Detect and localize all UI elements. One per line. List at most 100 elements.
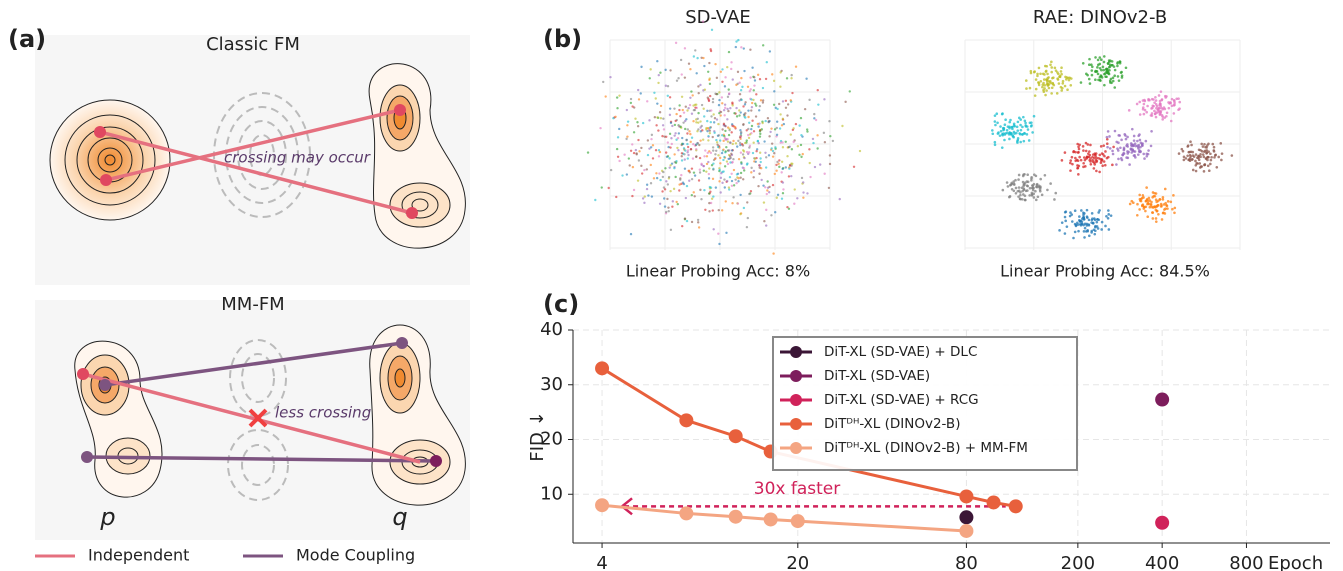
cloud-dot — [718, 98, 721, 102]
cloud-dot — [720, 96, 724, 99]
cloud-dot — [784, 166, 788, 169]
cloud-dot — [748, 146, 751, 149]
cloud-dot — [697, 179, 701, 182]
cloud-dot — [1074, 156, 1077, 160]
cloud-dot — [1026, 180, 1030, 184]
cloud-dot — [1047, 76, 1050, 79]
cloud-dot — [704, 149, 707, 152]
cloud-dot — [1177, 152, 1181, 155]
cloud-dot — [741, 85, 744, 89]
cloud-dot — [1043, 173, 1047, 177]
cloud-dot — [1032, 192, 1036, 196]
cloud-dot — [1023, 194, 1027, 198]
cloud-dot — [1100, 152, 1104, 155]
cloud-dot — [1111, 79, 1115, 83]
cloud-dot — [776, 107, 779, 111]
cloud-dot — [828, 120, 831, 123]
cloud-dot — [1100, 228, 1103, 231]
cloud-dot — [1056, 77, 1059, 80]
cloud-dot — [778, 165, 781, 169]
cloud-dot — [773, 128, 777, 131]
cloud-dot — [629, 97, 633, 101]
cloud-dot — [729, 161, 732, 164]
cloud-dot — [1031, 186, 1035, 190]
cloud-dot — [1033, 70, 1036, 73]
cloud-dot — [1063, 151, 1067, 154]
cloud-dot — [1097, 157, 1100, 160]
cloud-dot — [759, 160, 762, 164]
cloud-dot — [739, 151, 743, 154]
cloud-dot — [1021, 125, 1024, 129]
cloud-dot — [1068, 161, 1072, 165]
cloud-dot — [1087, 218, 1091, 222]
cloud-dot — [750, 101, 754, 105]
cloud-dot — [625, 137, 628, 141]
cloud-dot — [732, 158, 735, 161]
cloud-dot — [643, 195, 646, 198]
cloud-dot — [1130, 127, 1134, 131]
cloud-dot — [1202, 170, 1206, 173]
cloud-dot — [1019, 191, 1022, 194]
cloud-dot — [723, 165, 727, 168]
cloud-dot — [697, 85, 700, 88]
cloud-dot — [1077, 173, 1080, 176]
cloud-dot — [1103, 154, 1106, 158]
cloud-dot — [1042, 78, 1046, 81]
cloud-dot — [787, 175, 791, 178]
cloud-dot — [637, 98, 641, 101]
cloud-dot — [626, 135, 629, 138]
cloud-dot — [1105, 156, 1109, 160]
cloud-dot — [1180, 147, 1184, 151]
cloud-dot — [671, 205, 674, 208]
cloud-dot — [1155, 106, 1158, 110]
cloud-dot — [1007, 195, 1011, 199]
cloud-dot — [1213, 154, 1217, 157]
cloud-dot — [712, 162, 715, 165]
cloud-dot — [1142, 102, 1146, 106]
cloud-dot — [1150, 200, 1153, 204]
cloud-dot — [767, 154, 771, 157]
cloud-dot — [726, 65, 729, 69]
cloud-dot — [1030, 176, 1033, 179]
cloud-dot — [796, 197, 799, 200]
legend-label: DiTᴰᴴ-XL (DINOv2-B) — [824, 416, 960, 432]
cloud-dot — [1026, 189, 1029, 192]
cloud-dot — [696, 56, 699, 60]
cloud-dot — [1078, 215, 1081, 218]
cloud-dot — [708, 210, 711, 213]
cloud-dot — [744, 141, 747, 145]
cloud-dot — [669, 121, 673, 125]
cloud-dot — [1209, 162, 1212, 166]
cloud-dot — [1023, 119, 1027, 123]
cloud-dot — [1138, 113, 1142, 116]
cloud-dot — [735, 83, 738, 87]
point — [679, 506, 694, 521]
cloud-dot — [734, 178, 737, 181]
point — [595, 498, 610, 513]
cloud-dot — [650, 137, 653, 141]
cloud-dot — [1104, 150, 1107, 153]
cloud-dot — [726, 140, 730, 143]
cloud-dot — [662, 170, 665, 174]
cloud-dot — [1065, 78, 1068, 81]
y-tick-label: 10 — [540, 483, 563, 504]
cloud-dot — [749, 76, 752, 79]
cloud-dot — [689, 140, 692, 144]
cloud-dot — [1060, 159, 1064, 162]
legend-marker — [790, 442, 802, 454]
cloud-dot — [712, 113, 715, 116]
cloud-dot — [695, 121, 698, 124]
cloud-dot — [742, 149, 745, 152]
cloud-dot — [668, 107, 672, 110]
cloud-dot — [689, 96, 692, 99]
cloud-dot — [634, 117, 637, 120]
caption: Linear Probing Acc: 8% — [626, 262, 810, 281]
cloud-dot — [774, 211, 777, 214]
cloud-dot — [1050, 86, 1054, 90]
cloud-dot — [1019, 197, 1022, 201]
cloud-dot — [781, 100, 785, 103]
cloud-dot — [1006, 185, 1010, 188]
cloud-dot — [802, 196, 805, 199]
legend-marker — [790, 346, 802, 358]
cloud-dot — [1090, 69, 1094, 72]
